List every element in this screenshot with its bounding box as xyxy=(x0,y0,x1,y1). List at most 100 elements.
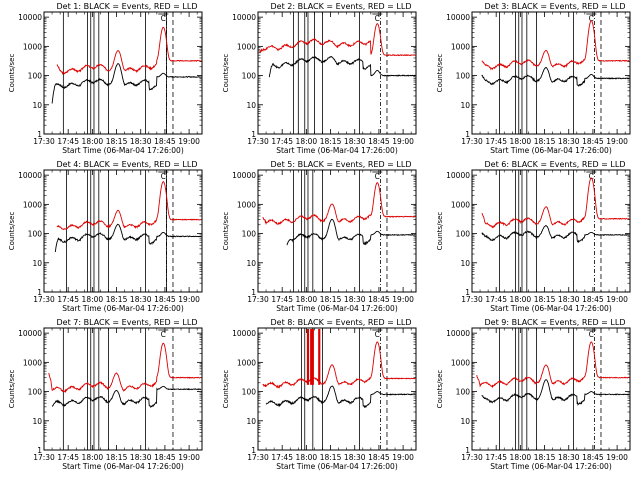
y-tick-label: 10 xyxy=(246,101,256,110)
x-tick-label: 17:30 xyxy=(247,453,269,462)
y-axis-label: Counts/sec xyxy=(436,54,444,93)
y-tick-label: 10000 xyxy=(18,329,42,338)
flare-marker: C xyxy=(161,14,166,23)
series-events-line xyxy=(54,223,202,253)
x-tick-label: 18:45 xyxy=(154,137,176,146)
x-tick-label: 17:30 xyxy=(33,295,55,304)
panel-title: Det 7: BLACK = Events, RED = LLD xyxy=(57,318,198,327)
x-tick-label: 19:00 xyxy=(392,137,414,146)
series-lld-line xyxy=(481,177,630,229)
x-tick-label: 19:00 xyxy=(606,453,628,462)
series-lld-line xyxy=(48,342,202,393)
x-tick-label: 18:15 xyxy=(106,453,128,462)
y-tick-label: 100 xyxy=(28,230,43,239)
flare-marker: C xyxy=(161,172,166,181)
panel-title: Det 5: BLACK = Events, RED = LLD xyxy=(271,160,412,169)
x-tick-label: 18:00 xyxy=(510,137,532,146)
y-tick-label: 1000 xyxy=(23,358,42,367)
y-tick-label: 1000 xyxy=(451,200,470,209)
x-tick-label: 18:00 xyxy=(82,295,104,304)
flare-marker: C xyxy=(161,330,166,339)
y-tick-label: 10000 xyxy=(446,171,470,180)
x-axis-label: Start Time (06-Mar-04 17:26:00) xyxy=(276,462,398,471)
panel-title: Det 3: BLACK = Events, RED = LLD xyxy=(485,2,626,11)
x-tick-label: 17:45 xyxy=(271,453,293,462)
y-tick-label: 1000 xyxy=(237,358,256,367)
x-tick-label: 18:45 xyxy=(154,453,176,462)
series-events-line xyxy=(268,55,416,78)
x-axis-label: Start Time (06-Mar-04 17:26:00) xyxy=(276,146,398,155)
y-tick-label: 10000 xyxy=(18,13,42,22)
y-axis-label: Counts/sec xyxy=(8,370,16,409)
y-tick-label: 1 xyxy=(37,130,42,139)
y-axis-label: Counts/sec xyxy=(436,370,444,409)
x-tick-label: 18:00 xyxy=(296,295,318,304)
plot-frame xyxy=(43,169,203,293)
x-axis-label: Start Time (06-Mar-04 17:26:00) xyxy=(490,462,612,471)
x-tick-label: 18:00 xyxy=(510,295,532,304)
y-tick-label: 10000 xyxy=(232,13,256,22)
x-tick-label: 17:45 xyxy=(271,295,293,304)
series-events-line xyxy=(481,67,630,87)
x-tick-label: 18:45 xyxy=(368,453,390,462)
flare-marker: C xyxy=(375,14,380,23)
y-tick-label: 1 xyxy=(465,446,470,455)
x-tick-label: 17:30 xyxy=(461,137,483,146)
y-tick-label: 10 xyxy=(246,417,256,426)
flare-marker: C xyxy=(375,330,380,339)
panel-det-1: Det 1: BLACK = Events, RED = LLD 1 10 100 10… xyxy=(8,2,203,155)
y-tick-label: 100 xyxy=(456,388,471,397)
x-tick-label: 18:15 xyxy=(534,137,556,146)
panel-det-8: Det 8: BLACK = Events, RED = LLD 1 10 100 10… xyxy=(222,318,417,471)
panel-title: Det 6: BLACK = Events, RED = LLD xyxy=(485,160,626,169)
y-tick-label: 1000 xyxy=(23,42,42,51)
y-tick-label: 100 xyxy=(28,388,43,397)
y-tick-label: 10 xyxy=(246,259,256,268)
x-tick-label: 18:30 xyxy=(558,453,580,462)
y-tick-label: 10000 xyxy=(446,329,470,338)
series-events-line xyxy=(286,218,416,246)
x-tick-label: 18:45 xyxy=(582,453,604,462)
panel-title: Det 4: BLACK = Events, RED = LLD xyxy=(57,160,198,169)
y-tick-label: 10000 xyxy=(232,171,256,180)
y-tick-label: 1000 xyxy=(237,42,256,51)
series-events-line xyxy=(51,63,202,104)
x-tick-label: 17:30 xyxy=(461,453,483,462)
x-tick-label: 18:00 xyxy=(296,137,318,146)
y-tick-label: 1000 xyxy=(23,200,42,209)
y-tick-label: 1 xyxy=(465,288,470,297)
y-tick-label: 10 xyxy=(32,417,42,426)
x-tick-label: 18:30 xyxy=(344,137,366,146)
y-tick-label: 1 xyxy=(251,288,256,297)
y-tick-label: 10000 xyxy=(446,13,470,22)
flare-marker: C xyxy=(589,14,594,23)
x-axis-label: Start Time (06-Mar-04 17:26:00) xyxy=(62,304,184,313)
panel-det-6: Det 6: BLACK = Events, RED = LLD 1 10 100 10… xyxy=(436,160,631,313)
x-tick-label: 18:00 xyxy=(82,453,104,462)
x-tick-label: 19:00 xyxy=(392,453,414,462)
x-axis-label: Start Time (06-Mar-04 17:26:00) xyxy=(490,146,612,155)
panel-det-4: Det 4: BLACK = Events, RED = LLD 1 10 100 10… xyxy=(8,160,203,313)
series-lld-line xyxy=(262,341,416,389)
series-lld-line xyxy=(476,341,630,389)
x-tick-label: 17:45 xyxy=(485,137,507,146)
x-tick-label: 19:00 xyxy=(392,295,414,304)
flare-marker: C xyxy=(589,172,594,181)
x-tick-label: 19:00 xyxy=(606,295,628,304)
y-tick-label: 1 xyxy=(465,130,470,139)
y-tick-label: 100 xyxy=(456,230,471,239)
series-events-line xyxy=(481,225,630,244)
x-tick-label: 17:45 xyxy=(57,137,79,146)
y-tick-label: 10000 xyxy=(232,329,256,338)
y-tick-label: 1000 xyxy=(451,358,470,367)
x-tick-label: 18:15 xyxy=(106,137,128,146)
plot-frame xyxy=(257,327,417,451)
x-tick-label: 17:30 xyxy=(33,137,55,146)
y-tick-label: 100 xyxy=(456,72,471,81)
x-tick-label: 18:30 xyxy=(344,453,366,462)
x-tick-label: 18:15 xyxy=(320,453,342,462)
x-tick-label: 18:45 xyxy=(582,137,604,146)
x-tick-label: 18:45 xyxy=(368,295,390,304)
x-tick-label: 19:00 xyxy=(178,137,200,146)
